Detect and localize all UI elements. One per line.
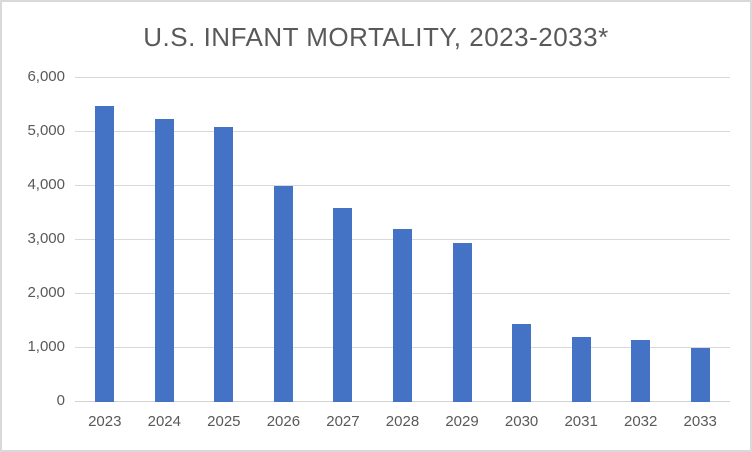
- x-axis-tick-label: 2028: [385, 413, 420, 430]
- y-axis-tick-label: 5,000: [27, 122, 65, 139]
- bar-2026: [273, 186, 293, 402]
- bar-2032: [631, 339, 651, 402]
- plot-area: 0 1,000 2,000 3,000 4,000 5,000 6,000 2023 2024…: [27, 68, 730, 430]
- x-axis-tick-label: 2025: [207, 413, 241, 430]
- gridline: [75, 185, 730, 186]
- y-axis-tick-label: 6,000: [27, 68, 65, 85]
- x-axis-tick-label: 2030: [504, 413, 539, 430]
- y-axis-tick-label: 3,000: [27, 230, 65, 247]
- x-axis-tick-label: 2027: [326, 413, 360, 430]
- bar-2031: [571, 337, 591, 402]
- bar-2027: [333, 207, 353, 402]
- x-axis-tick-label: 2032: [623, 413, 658, 430]
- gridline: [75, 131, 730, 132]
- bar-2028: [393, 229, 412, 402]
- bar-2024: [154, 118, 174, 402]
- y-axis-tick-label: 2,000: [27, 284, 65, 301]
- x-axis-tick-label: 2023: [88, 413, 122, 430]
- x-axis-tick-label: 2026: [266, 413, 301, 430]
- x-axis-tick-label: 2031: [564, 413, 598, 430]
- gridline: [75, 77, 730, 78]
- chart-title: U.S. INFANT MORTALITY, 2023-2033*: [143, 22, 609, 52]
- x-axis-tick-label: 2029: [445, 413, 479, 430]
- bar-2029: [452, 242, 472, 402]
- y-axis-tick-label: 0: [56, 392, 65, 409]
- y-axis-tick-label: 4,000: [27, 176, 65, 193]
- bar-2023: [95, 106, 115, 402]
- bar-2025: [214, 126, 234, 402]
- x-axis-tick-label: 2033: [683, 413, 717, 430]
- bar-2033: [690, 348, 710, 402]
- x-axis-tick-label: 2024: [147, 413, 181, 430]
- bar-2030: [512, 323, 532, 402]
- y-axis-tick-label: 1,000: [27, 338, 65, 355]
